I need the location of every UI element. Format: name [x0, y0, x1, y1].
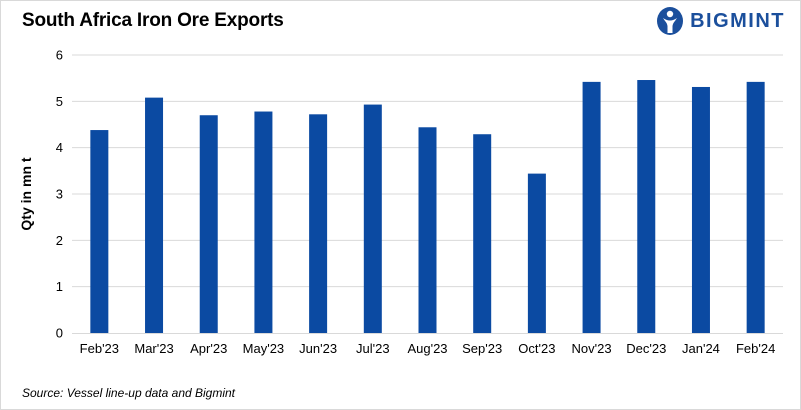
- bar: [363, 104, 382, 334]
- y-tick-label: 1: [56, 279, 63, 294]
- x-tick-label: Feb'23: [80, 341, 119, 356]
- bar: [473, 134, 492, 333]
- bar: [582, 81, 601, 333]
- x-tick-label: Apr'23: [190, 341, 227, 356]
- x-tick-label: Feb'24: [736, 341, 775, 356]
- source-note: Source: Vessel line-up data and Bigmint: [22, 386, 236, 400]
- brand-logo: BIGMINT: [656, 4, 785, 38]
- bar: [145, 97, 164, 333]
- y-axis-label: Qty in mn t: [18, 157, 34, 230]
- y-tick-label: 3: [56, 187, 63, 202]
- bars: [90, 80, 765, 334]
- x-tick-label: Sep'23: [462, 341, 502, 356]
- y-tick-label: 5: [56, 94, 63, 109]
- bar: [637, 80, 656, 334]
- x-tick-label: Jun'23: [299, 341, 337, 356]
- x-tick-label: Jul'23: [356, 341, 390, 356]
- x-tick-label: Dec'23: [626, 341, 666, 356]
- x-tick-label: Mar'23: [134, 341, 173, 356]
- bar: [309, 114, 328, 333]
- y-tick-label: 2: [56, 233, 63, 248]
- bar: [254, 111, 273, 333]
- y-tick-label: 0: [56, 326, 63, 341]
- y-axis-ticks: 0 1 2 3 4 5 6: [56, 48, 63, 341]
- bar: [691, 86, 710, 333]
- bar: [418, 127, 437, 333]
- x-tick-label: Nov'23: [572, 341, 612, 356]
- x-tick-label: Jan'24: [682, 341, 720, 356]
- y-tick-label: 4: [56, 140, 63, 155]
- y-tick-label: 6: [56, 48, 63, 63]
- brand-mark-icon: [657, 7, 684, 35]
- x-tick-label: Oct'23: [518, 341, 555, 356]
- brand-name: BIGMINT: [690, 9, 785, 32]
- bar: [199, 115, 218, 333]
- bar: [746, 81, 765, 333]
- chart-title: South Africa Iron Ore Exports: [22, 10, 284, 31]
- x-tick-label: May'23: [243, 341, 285, 356]
- x-tick-label: Aug'23: [407, 341, 447, 356]
- bar: [90, 130, 109, 333]
- x-axis-ticks: Feb'23 Mar'23 Apr'23 May'23 Jun'23 Jul'23 Aug'…: [80, 341, 776, 356]
- bar: [527, 173, 546, 333]
